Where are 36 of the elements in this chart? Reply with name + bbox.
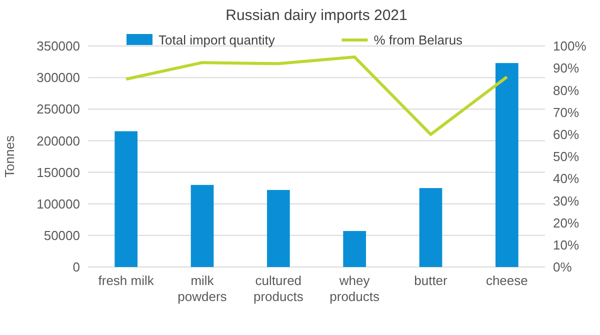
y2-tick-label: 30% <box>553 193 580 208</box>
y2-tick-label: 60% <box>553 126 580 142</box>
bar <box>266 190 290 267</box>
y2-tick-label: 100% <box>553 38 587 54</box>
x-tick-label: cheese <box>486 273 528 288</box>
x-tick-label: fresh milk <box>98 273 154 288</box>
y-tick-label: 300000 <box>36 70 80 86</box>
y-tick-label: 250000 <box>36 102 80 117</box>
legend-label: % from Belarus <box>374 32 464 48</box>
y2-tick-label: 50% <box>553 149 580 164</box>
bar <box>343 231 366 267</box>
y2-tick-label: 0% <box>553 260 572 275</box>
x-tick-label: butter <box>414 273 448 288</box>
bar <box>114 131 138 267</box>
y2-tick-label: 20% <box>553 215 580 230</box>
bar <box>419 188 442 267</box>
y-tick-label: 0 <box>72 260 80 275</box>
y-tick-label: 50000 <box>44 228 80 243</box>
bar <box>495 63 518 267</box>
x-tick-label: whey products <box>330 273 380 304</box>
y-tick-label: 350000 <box>36 38 80 54</box>
x-tick-label: milk powders <box>178 273 228 304</box>
y-tick-label: 150000 <box>36 164 80 180</box>
legend-label: Total import quantity <box>158 32 276 48</box>
y2-tick-label: 10% <box>553 237 580 252</box>
y2-tick-label: 80% <box>553 82 580 98</box>
chart-title: Russian dairy imports 2021 <box>226 7 408 24</box>
y2-tick-label: 40% <box>553 171 580 186</box>
bar <box>190 184 214 267</box>
x-tick-label: cultured products <box>253 273 304 304</box>
y-tick-label: 200000 <box>36 133 80 148</box>
y-tick-label: 100000 <box>36 196 80 212</box>
line-series <box>124 56 508 136</box>
y2-tick-label: 90% <box>553 60 580 76</box>
y2-tick-label: 70% <box>553 104 580 120</box>
y-axis-title: Tonnes <box>2 135 17 178</box>
